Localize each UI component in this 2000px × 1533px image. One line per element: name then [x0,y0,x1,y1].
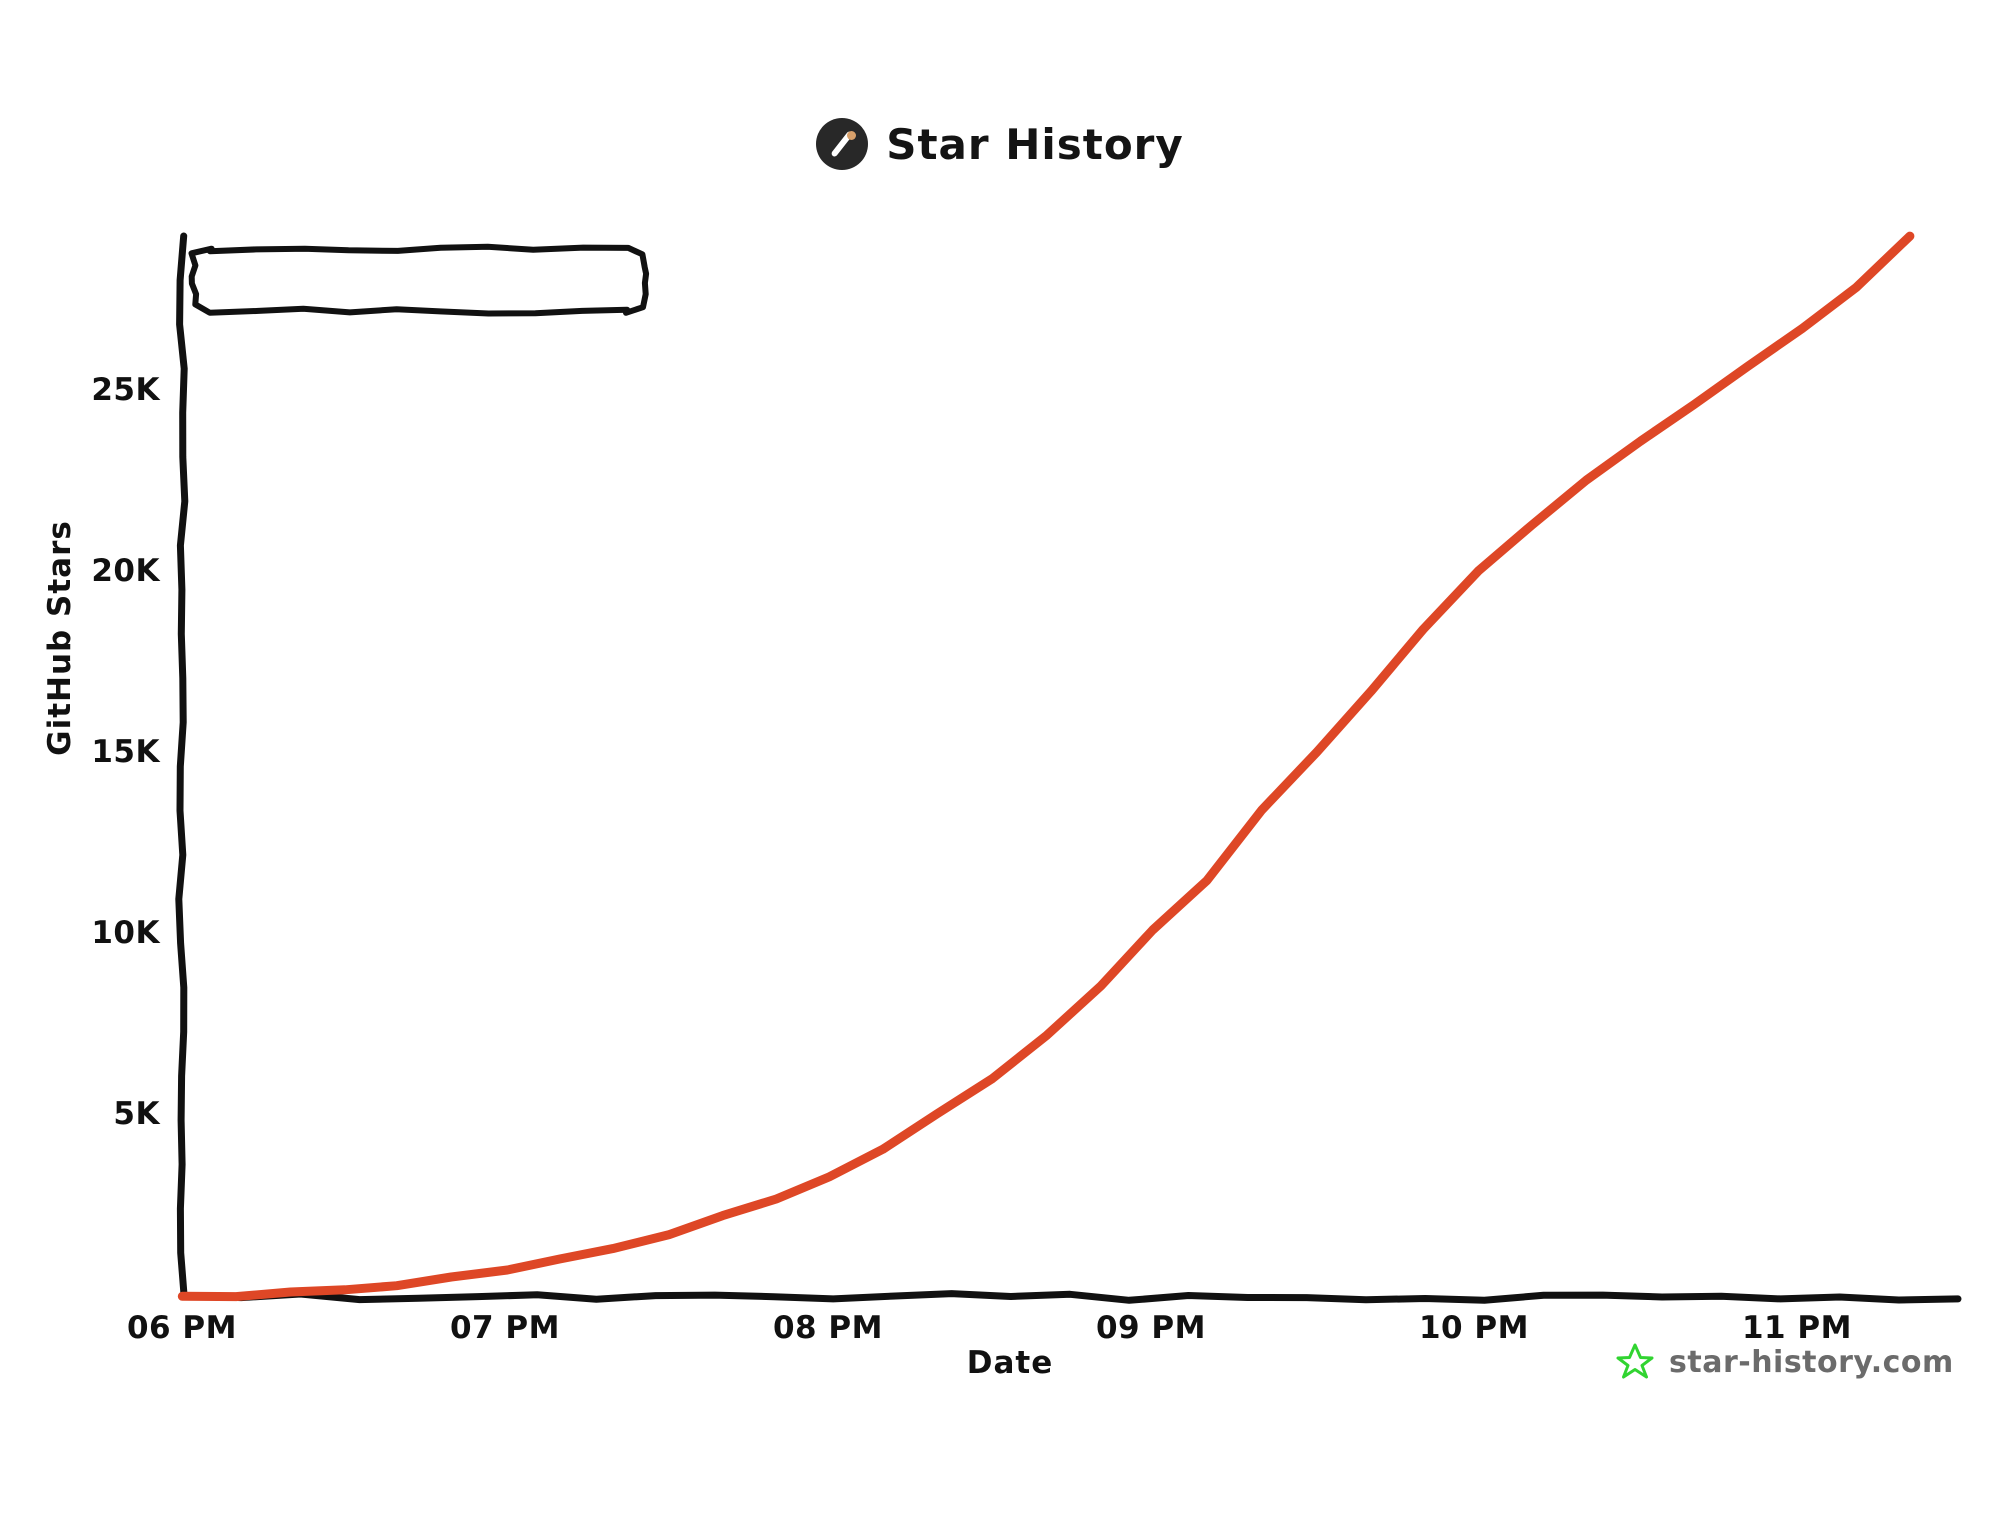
y-tick-label-20k: 20K [91,553,160,589]
x-axis-title: Date [966,1345,1054,1381]
y-tick-label-15k: 15K [91,734,160,770]
chart-legend[interactable]: instructkr/claude-code [194,249,656,311]
y-axis-line [175,232,189,1301]
y-tick-label-25k: 25K [91,372,160,408]
magic-wand-icon [816,118,869,170]
x-tick-label-09pm: 09 PM [1095,1310,1206,1346]
legend-swatch-instructkr-claude-code [216,269,238,291]
wand-tip [847,131,857,140]
x-axis-line [178,1290,1962,1304]
y-tick-label-5k: 5K [113,1096,160,1132]
x-tick-label-11pm: 11 PM [1741,1310,1852,1346]
star-icon [1615,1340,1655,1384]
chart-title-block: Star History [0,118,2000,170]
x-tick-label-07pm: 07 PM [449,1310,560,1346]
x-tick-label-06pm: 06 PM [126,1310,237,1346]
x-tick-label-08pm: 08 PM [772,1310,883,1346]
y-tick-label-10k: 10K [91,915,160,951]
page-title: Star History [886,119,1184,169]
legend-label-instructkr-claude-code: instructkr/claude-code [254,263,630,297]
x-tick-label-10pm: 10 PM [1418,1310,1529,1346]
watermark-label: star-history.com [1669,1344,1954,1380]
series-line-instructkr-claude-code [177,231,1915,1302]
watermark[interactable]: star-history.com [1615,1340,1954,1384]
